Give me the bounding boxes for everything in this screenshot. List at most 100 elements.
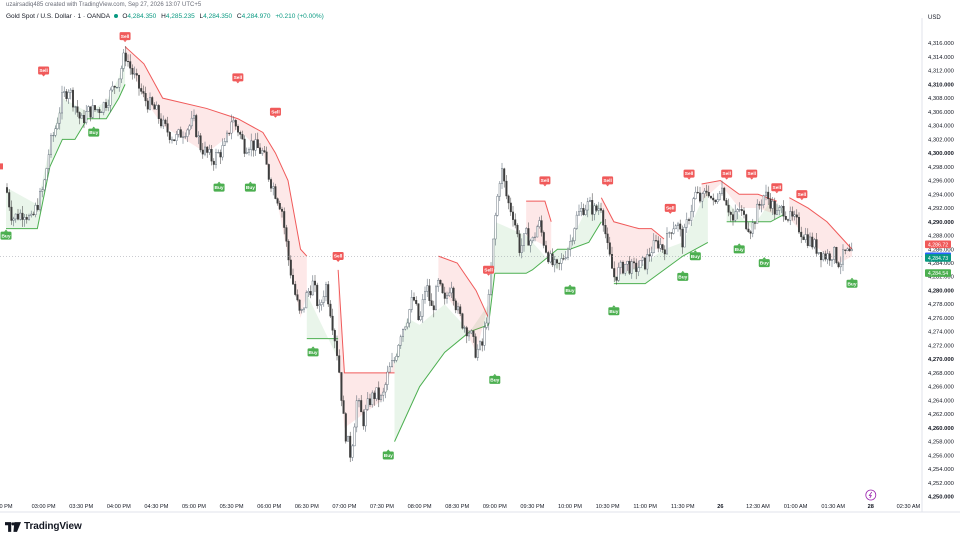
currency-label[interactable]: USD [928,15,941,21]
supertrend-down-line [438,255,489,319]
signal-label: Buy [89,130,98,136]
signal-pointer [311,346,315,349]
signal-badge [846,279,858,288]
candle-up [641,257,644,261]
x-tick-label: 01:30 AM [821,504,845,510]
candle-down [292,274,295,285]
candle-down [791,211,794,217]
candle-down [773,200,776,215]
candle-up [575,214,578,229]
sell-signal: Sell [269,107,281,118]
candle-up [833,247,836,260]
candle-down [82,114,85,123]
candle-up [567,248,570,258]
tradingview-logo[interactable]: TradingView [5,521,82,532]
y-tick-label: 4,282.000 [928,275,954,281]
candle-up [718,193,721,200]
candle-down [657,240,660,249]
symbol-title[interactable]: Gold Spot / U.S. Dollar · 1 · OANDA [6,13,110,20]
y-tick-label: 4,280.000 [928,288,954,294]
candle-down [811,236,814,248]
market-status-icon [113,14,118,19]
signal-badge [269,107,281,116]
candle-up [494,215,497,240]
supertrend-down-fill [125,46,307,318]
signal-label: Buy [678,274,687,280]
signal-pointer [850,277,854,280]
tradingview-logo-text: TradingView [24,521,82,532]
candle-down [234,120,237,127]
sell-signal: Sell [771,183,783,194]
candle-up [162,119,165,127]
candle-down [93,105,96,111]
candle-down [806,234,809,246]
candle-up [325,284,328,297]
x-tick-label: 08:30 PM [445,504,469,510]
y-tick-label: 4,266.000 [928,385,954,391]
candle-up [637,267,640,272]
signal-label: Sell [666,206,675,212]
candle-down [144,93,147,102]
candle-up [47,154,50,169]
candle-down [415,300,418,304]
candle-down [615,276,618,281]
signal-badge [483,265,495,274]
candle-down [287,241,290,261]
candle-down [699,192,702,202]
candle-up [457,306,460,311]
candle-down [76,106,79,113]
candle-up [560,258,563,264]
candle-up [375,387,378,399]
candle-up [305,292,308,309]
signal-label: Buy [760,261,769,267]
signal-pointer [386,449,391,452]
candle-down [362,411,365,427]
candle-down [89,106,92,118]
candle-down [787,219,790,221]
x-tick-label: 0 PM [0,504,13,510]
candle-up [549,253,552,263]
candle-up [96,109,99,111]
y-tick-label: 4,296.000 [928,179,954,185]
candle-up [410,297,413,310]
candle-down [126,61,129,63]
candle-down [151,97,154,105]
candle-down [747,228,750,232]
candle-up [223,141,226,146]
candle-down [611,254,614,269]
candle-down [670,232,673,234]
signal-badge [796,190,808,199]
candle-up [408,309,411,324]
candle-down [481,341,484,346]
signal-badge [664,203,676,212]
candle-up [386,371,389,385]
candle-up [674,225,677,230]
x-tick-label: 06:00 PM [257,504,281,510]
candle-down [17,213,20,220]
candle-up [668,232,671,234]
timezone-marker-icon [865,489,877,501]
candle-down [344,413,347,442]
candle-up [58,112,61,124]
supertrend-up-line [613,241,709,285]
candle-up [382,391,385,396]
supertrend-up-fill [494,204,602,274]
candle-down [276,198,279,204]
supertrend [6,46,853,442]
y-tick-label: 4,256.000 [928,453,954,459]
candle-down [542,232,545,246]
candle-up [536,226,539,238]
candle-down [688,219,691,221]
candle-up [28,215,31,220]
signal-pointer [336,260,340,262]
y-tick-label: 4,264.000 [928,398,954,404]
candle-down [331,315,334,331]
signal-badge [771,183,783,192]
candle-up [366,398,369,410]
candle-up [69,89,72,93]
sell-signal: Sell [664,203,676,214]
candle-up [45,168,48,181]
candle-down [298,299,301,311]
tradingview-logo-icon [5,521,21,532]
